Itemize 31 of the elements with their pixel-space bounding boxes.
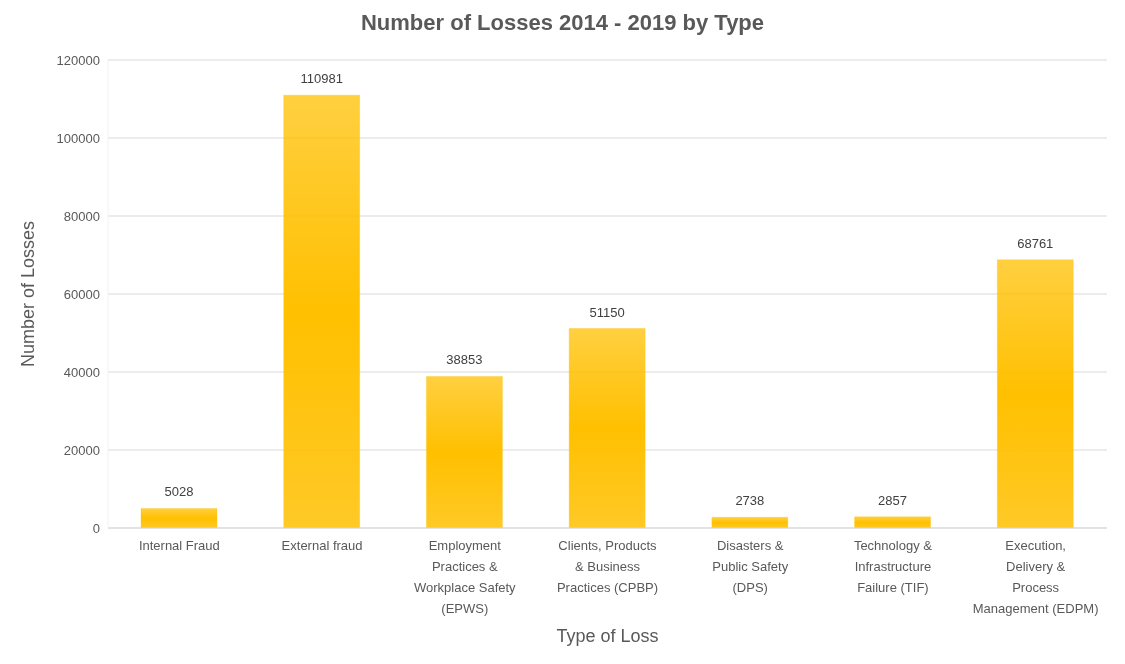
y-tick-label: 0 xyxy=(92,520,100,536)
x-tick-label: External fraud xyxy=(281,538,363,553)
x-tick-label: Disasters & Public Safety (DPS) xyxy=(712,538,789,595)
x-axis-title: Type of Loss xyxy=(556,626,659,646)
y-tick-label: 40000 xyxy=(63,364,100,380)
y-tick-label: 60000 xyxy=(63,286,100,302)
x-tick-label: Employment Practices & Workplace Safety (EPWS) xyxy=(413,538,517,616)
data-label: 110981 xyxy=(300,71,343,87)
bar xyxy=(140,507,218,528)
data-label: 68761 xyxy=(1017,235,1054,251)
x-tick-label: Clients, Products & Business Practices (CPBP) xyxy=(556,538,659,595)
x-tick-label: Internal Fraud xyxy=(138,538,220,553)
y-tick-label: 100000 xyxy=(56,130,100,146)
bar xyxy=(568,328,646,528)
x-tick-label: Execution, Delivery & Process Management (EDPM) xyxy=(972,538,1099,616)
bar xyxy=(425,375,503,528)
y-tick-label: 20000 xyxy=(63,442,100,458)
y-tick-label: 80000 xyxy=(63,208,100,224)
data-label: 38853 xyxy=(446,352,483,368)
x-tick-label: Technology & Infrastructure Failure (TIF) xyxy=(853,538,933,595)
chart-title: Number of Losses 2014 - 2019 by Type xyxy=(359,9,766,37)
bar xyxy=(711,516,789,528)
bar xyxy=(996,259,1074,528)
data-label: 2857 xyxy=(878,492,908,508)
data-label: 51150 xyxy=(589,304,625,320)
bar xyxy=(283,94,361,528)
bar xyxy=(854,516,932,528)
y-tick-label: 120000 xyxy=(56,52,100,68)
y-axis-title: Number of Losses xyxy=(18,220,39,368)
data-label: 5028 xyxy=(164,484,194,500)
data-label: 2738 xyxy=(735,493,765,509)
